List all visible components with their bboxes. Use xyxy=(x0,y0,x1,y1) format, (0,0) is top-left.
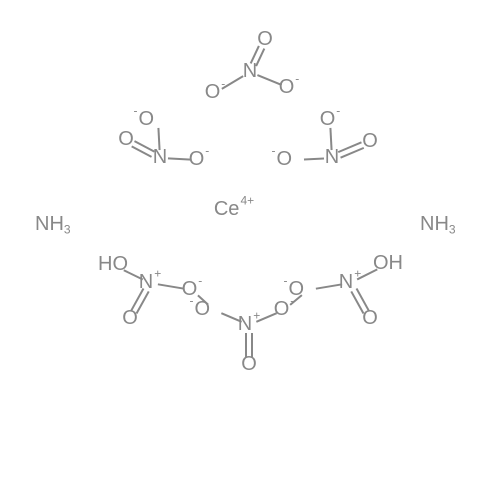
n3-oT: O- xyxy=(320,104,341,131)
bond xyxy=(137,291,149,313)
bond xyxy=(304,158,324,159)
n2-n: N xyxy=(153,146,167,168)
nh3-left: NH3 xyxy=(35,213,71,236)
n6-ol: -O xyxy=(190,294,211,321)
n2-od: O xyxy=(118,128,134,150)
n5-od: O xyxy=(362,307,378,329)
n1-oL: O- xyxy=(205,77,226,104)
n4-oh: HO xyxy=(98,253,128,275)
n5-oh: OH xyxy=(373,252,403,274)
n2-oR: O- xyxy=(189,144,210,171)
n4-od: O xyxy=(122,307,138,329)
n3-oL: -O xyxy=(272,144,293,171)
n6-or: O- xyxy=(274,294,295,321)
ce: Ce4+ xyxy=(214,194,254,221)
n4-n: N+ xyxy=(139,267,161,294)
nh3-right: NH3 xyxy=(420,213,456,236)
n1-od: O xyxy=(257,28,273,50)
bond xyxy=(168,158,191,159)
n1-n: N xyxy=(243,60,257,82)
n2-oT: -O xyxy=(134,104,155,131)
n6-n: N+ xyxy=(238,309,260,336)
n3-od: O xyxy=(362,130,378,152)
n1-oR: O- xyxy=(279,72,300,99)
n6-od: O xyxy=(241,353,257,375)
n3-n: N xyxy=(325,146,339,168)
bond xyxy=(158,284,184,288)
molecule-canvas: Ce4+NH3NH3NOO-O-NOO--ONO-OO-N+OHOO-N+OOH… xyxy=(0,0,500,500)
